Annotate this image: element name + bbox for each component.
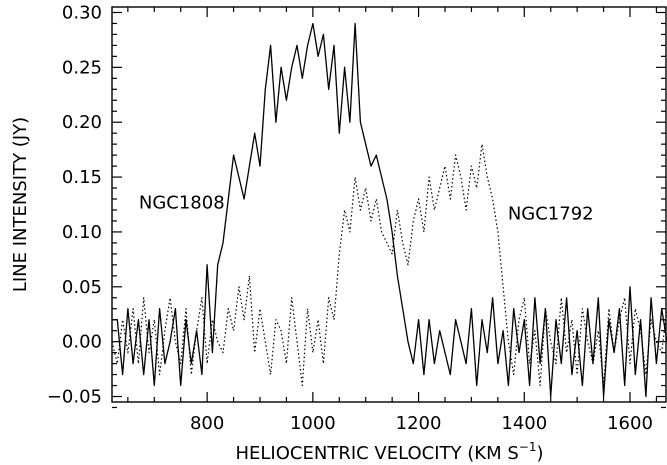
y-axis-label: LINE INTENSITY (JY) <box>10 117 31 292</box>
x-axis-label-main: HELIOCENTRIC VELOCITY (KM S <box>236 443 519 464</box>
x-axis-label: HELIOCENTRIC VELOCITY (KM S−1) <box>236 440 544 464</box>
x-axis-label-suffix: ) <box>536 443 543 464</box>
x-tick-label: 1000 <box>290 413 336 434</box>
y-tick-label: 0.05 <box>62 277 102 298</box>
series-label-ngc1792: NGC1792 <box>508 203 594 224</box>
y-tick-label: −0.05 <box>47 387 102 408</box>
x-axis-label-superscript: −1 <box>519 440 537 454</box>
labels: HELIOCENTRIC VELOCITY (KM S−1) LINE INTE… <box>10 2 653 464</box>
x-tick-label: 800 <box>190 413 224 434</box>
plot-area <box>112 22 667 398</box>
series-label-ngc1808: NGC1808 <box>139 192 225 213</box>
plot-frame <box>111 6 667 403</box>
axes <box>111 6 667 409</box>
y-tick-label: 0.30 <box>62 2 102 23</box>
x-tick-label: 1200 <box>396 413 442 434</box>
series-line-ngc1792 <box>112 143 667 387</box>
y-tick-label: 0.25 <box>62 57 102 78</box>
x-tick-label: 1600 <box>607 413 653 434</box>
y-tick-label: 0.00 <box>62 332 102 353</box>
y-tick-label: 0.15 <box>62 167 102 188</box>
x-tick-label: 1400 <box>501 413 547 434</box>
y-tick-label: 0.20 <box>62 112 102 133</box>
y-tick-label: 0.10 <box>62 222 102 243</box>
